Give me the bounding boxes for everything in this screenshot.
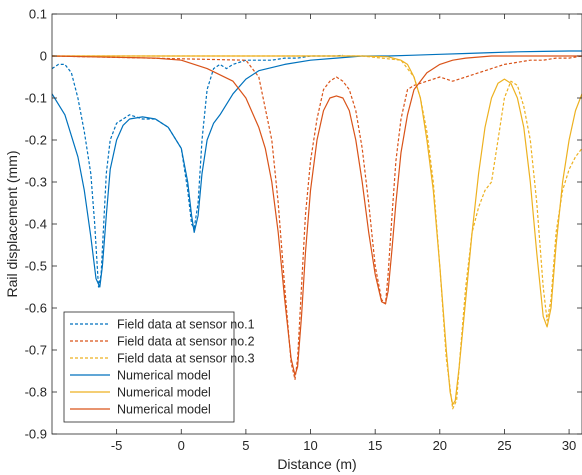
legend-label-5: Numerical model <box>117 386 211 400</box>
x-tick-label: 5 <box>242 438 249 453</box>
y-tick-label: -0.7 <box>25 343 47 358</box>
x-tick-label: 0 <box>178 438 185 453</box>
x-tick-label: 25 <box>497 438 511 453</box>
y-tick-label: -0.4 <box>25 217 47 232</box>
series-line-2 <box>52 55 582 380</box>
x-tick-label: 30 <box>562 438 576 453</box>
legend-label-2: Field data at sensor no.2 <box>117 335 255 349</box>
x-tick-label: -5 <box>111 438 123 453</box>
legend-label-3: Field data at sensor no.3 <box>117 352 255 366</box>
y-tick-label: -0.8 <box>25 385 47 400</box>
legend-label-6: Numerical model <box>117 403 211 417</box>
series-line-3 <box>52 55 582 410</box>
y-tick-label: -0.1 <box>25 91 47 106</box>
series-line-5 <box>52 55 582 406</box>
legend-label-1: Field data at sensor no.1 <box>117 318 255 332</box>
legend-box <box>63 311 235 423</box>
y-axis-label: Rail displacement (mm) <box>4 150 20 297</box>
x-tick-label: 20 <box>433 438 447 453</box>
y-tick-label: -0.5 <box>25 259 47 274</box>
y-tick-label: -0.6 <box>25 301 47 316</box>
series-line-6 <box>52 55 582 376</box>
y-tick-label: -0.3 <box>25 175 47 190</box>
legend-label-4: Numerical model <box>117 369 211 383</box>
series-line-1 <box>52 54 343 288</box>
x-axis-label: Distance (m) <box>277 456 356 472</box>
x-tick-label: 10 <box>303 438 317 453</box>
legend: Field data at sensor no.1 Field data at s… <box>63 311 255 423</box>
y-tick-label: 0.1 <box>29 7 47 22</box>
y-tick-label: -0.2 <box>25 133 47 148</box>
series-line-4 <box>52 50 582 288</box>
y-tick-label: -0.9 <box>25 427 47 442</box>
series-layer <box>52 50 582 410</box>
x-tick-label: 15 <box>368 438 382 453</box>
y-tick-label: 0 <box>40 49 47 64</box>
axis-layer: -5 0 5 10 15 20 25 30 0.1 0 -0.1 -0.2 -0.3 -0.4 -0.5 -0… <box>25 7 582 453</box>
